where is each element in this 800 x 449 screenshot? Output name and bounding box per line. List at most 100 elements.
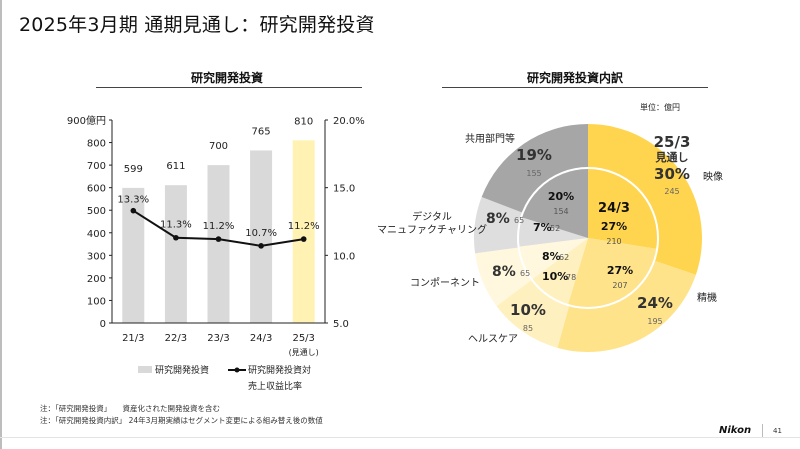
bar-23-3 bbox=[207, 165, 230, 323]
bar-value-label: 765 bbox=[252, 126, 271, 137]
y-tick-label-left: 900億円 bbox=[67, 114, 106, 127]
inner-percent-label: 27% bbox=[607, 264, 633, 277]
bar-value-label: 599 bbox=[124, 164, 143, 175]
y-tick-label-left: 100 bbox=[87, 296, 106, 307]
inner-percent-label: 27% bbox=[601, 220, 627, 233]
inner-period-label: 24/3 bbox=[598, 201, 630, 216]
y-tick-label-left: 700 bbox=[87, 161, 106, 172]
outer-ring-slice-0 bbox=[588, 124, 702, 275]
slide-footer-rule bbox=[0, 437, 800, 438]
ratio-point bbox=[258, 243, 264, 249]
ratio-value-label: 11.2% bbox=[203, 221, 235, 232]
y-tick-label-left: 200 bbox=[87, 274, 106, 285]
ratio-point bbox=[173, 234, 179, 241]
ratio-point bbox=[130, 207, 137, 214]
ratio-value-label: 13.3% bbox=[117, 195, 149, 206]
inner-ring-slice-0 bbox=[588, 168, 658, 250]
inner-ring-slice-3 bbox=[518, 238, 588, 280]
outer-value-label: 65 bbox=[520, 269, 530, 278]
category-label-2: マニュファクチャリング bbox=[377, 223, 487, 236]
x-tick-label: 22/3 bbox=[165, 333, 187, 344]
outer-ring-slice-2 bbox=[496, 279, 570, 348]
outer-percent-label: 19% bbox=[516, 146, 552, 164]
footnote-1: 注：「研究開発投資」 資産化された開発投資を含む bbox=[40, 404, 220, 413]
outer-ring-slice-1 bbox=[557, 260, 696, 352]
slide-frame-left bbox=[0, 0, 2, 449]
outer-ring-slice-5 bbox=[481, 123, 588, 213]
y-tick-label-left: 500 bbox=[87, 206, 106, 217]
outer-value-label: 155 bbox=[526, 169, 541, 178]
inner-value-label: 154 bbox=[553, 207, 568, 216]
category-label: デジタル bbox=[412, 210, 452, 223]
x-tick-sublabel: (見通し) bbox=[289, 347, 319, 357]
page-number: 41 bbox=[773, 427, 782, 435]
pie-chart-title: 研究開発投資内訳 bbox=[526, 71, 623, 85]
inner-ring-slice-2 bbox=[531, 238, 588, 306]
pie-chart-title-rule bbox=[442, 87, 708, 88]
ratio-value-label: 11.2% bbox=[288, 221, 320, 232]
outer-ring-slice-4 bbox=[474, 196, 523, 254]
y-tick-label-left: 400 bbox=[87, 229, 106, 240]
inner-value-label: 207 bbox=[612, 281, 627, 290]
ratio-value-label: 10.7% bbox=[245, 228, 277, 239]
outer-percent-label: 8% bbox=[492, 264, 516, 280]
footnote-2: 注：「研究開発投資内訳」 24年3月期実績はセグメント変更による組み替え後の数値 bbox=[40, 416, 323, 425]
outer-value-label: 85 bbox=[523, 324, 533, 333]
inner-percent-label: 20% bbox=[548, 190, 574, 203]
legend-bar-swatch bbox=[138, 366, 152, 373]
bar-21-3 bbox=[122, 187, 145, 323]
bar-chart-title-rule bbox=[96, 87, 362, 88]
outer-percent-label: 10% bbox=[510, 301, 546, 319]
bar-value-label: 700 bbox=[209, 141, 228, 152]
legend-bar-label: 研究開発投資 bbox=[155, 364, 209, 376]
bar-24-3 bbox=[250, 150, 273, 323]
outer-ring-slice-3 bbox=[475, 247, 532, 307]
category-label: ヘルスケア bbox=[468, 333, 518, 345]
bar-value-label: 611 bbox=[166, 161, 185, 172]
outer-percent-label: 8% bbox=[486, 211, 510, 227]
outer-percent-label: 30% bbox=[654, 165, 690, 183]
outer-percent-label: 24% bbox=[637, 294, 673, 312]
inner-ring-slice-1 bbox=[567, 238, 658, 308]
x-tick-label: 24/3 bbox=[250, 333, 272, 344]
y-tick-label-right: 20.0% bbox=[333, 116, 365, 127]
inner-value-label: 52 bbox=[550, 224, 560, 233]
bar-25-3 bbox=[292, 140, 315, 323]
y-tick-label-right: 5.0 bbox=[333, 319, 349, 330]
inner-percent-label: 7% bbox=[533, 221, 552, 234]
bar-value-label: 810 bbox=[294, 116, 313, 127]
y-tick-label-left: 600 bbox=[87, 184, 106, 195]
inner-ring-divider bbox=[517, 167, 659, 309]
ratio-value-label: 11.3% bbox=[160, 220, 192, 231]
ratio-point bbox=[215, 236, 222, 242]
nikon-logo: Nikon bbox=[719, 425, 752, 436]
y-tick-label-left: 0 bbox=[100, 319, 106, 330]
category-label: 映像 bbox=[703, 171, 723, 183]
y-tick-label-left: 300 bbox=[87, 251, 106, 262]
pie-unit-label: 単位：億円 bbox=[640, 103, 680, 112]
outer-value-label: 65 bbox=[514, 216, 524, 225]
legend-line-label: 研究開発投資対 bbox=[248, 364, 311, 376]
page-title: 2025年3月期 通期見通し：研究開発投資 bbox=[19, 14, 375, 36]
inner-ring-slice-4 bbox=[518, 217, 588, 247]
category-label: コンポーネント bbox=[410, 277, 480, 289]
category-label: 精機 bbox=[697, 291, 717, 304]
outer-value-label: 195 bbox=[647, 317, 662, 326]
y-tick-label-right: 15.0 bbox=[333, 184, 355, 195]
inner-value-label: 78 bbox=[566, 273, 576, 282]
footer-separator bbox=[762, 424, 763, 437]
x-tick-label: 21/3 bbox=[122, 333, 144, 344]
inner-percent-label: 8% bbox=[542, 250, 561, 263]
x-tick-label: 23/3 bbox=[207, 333, 229, 344]
y-tick-label-left: 800 bbox=[87, 139, 106, 150]
legend-line-label-2: 売上収益比率 bbox=[248, 380, 302, 392]
bar-22-3 bbox=[164, 185, 187, 323]
outer-value-label: 245 bbox=[664, 187, 679, 196]
inner-ring-slice-5 bbox=[521, 168, 588, 238]
x-tick-label: 25/3 bbox=[292, 333, 314, 344]
ratio-point bbox=[300, 236, 307, 242]
bar-chart-title: 研究開発投資 bbox=[190, 71, 263, 85]
y-tick-label-right: 10.0 bbox=[333, 251, 355, 262]
inner-value-label: 210 bbox=[606, 237, 621, 246]
